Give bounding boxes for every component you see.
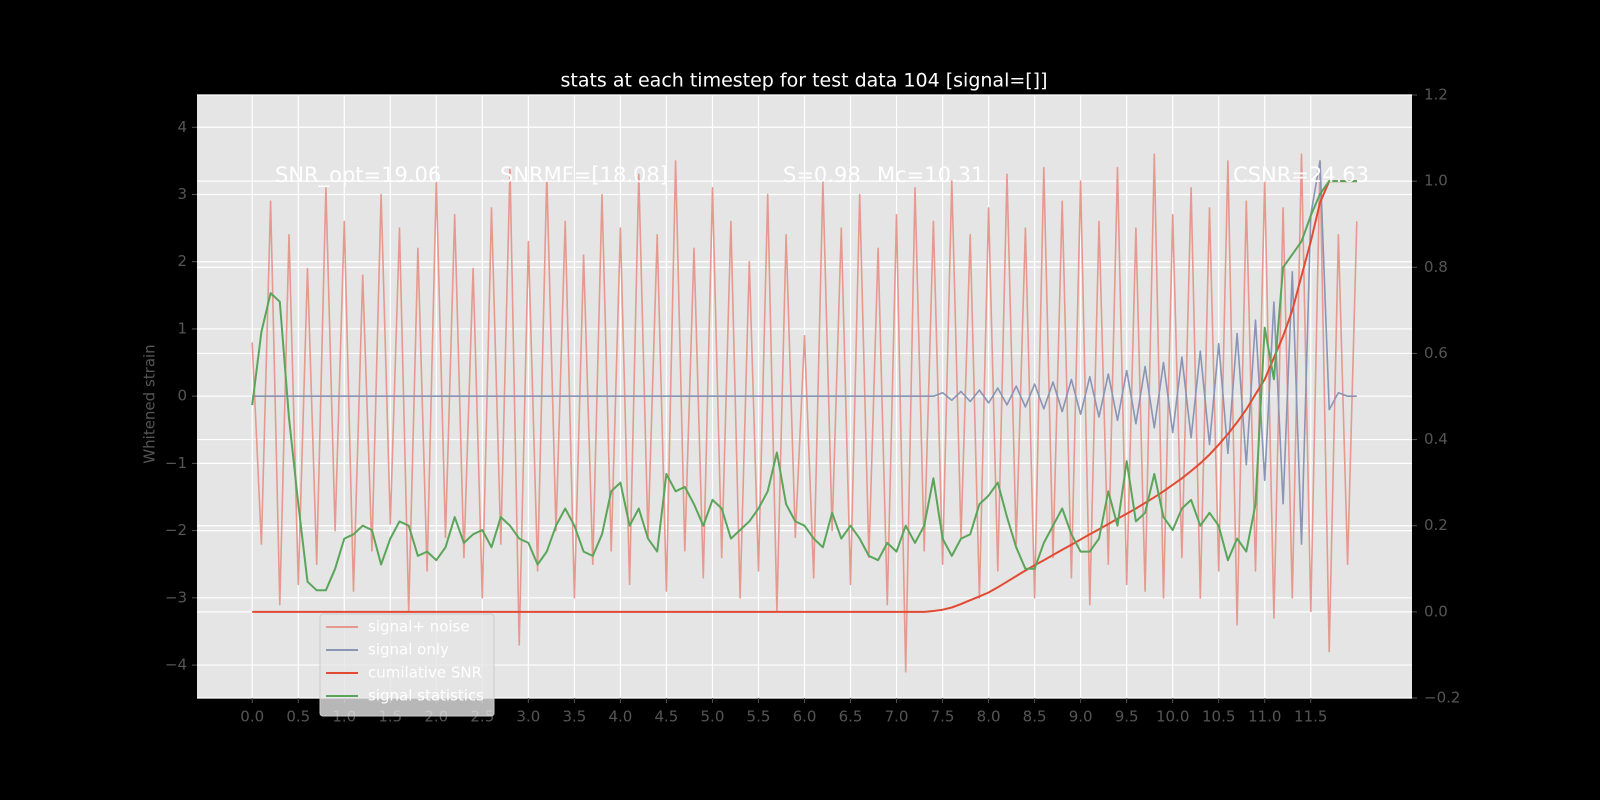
x-tick-label: 5.0 xyxy=(701,708,725,726)
x-tick-label: 9.5 xyxy=(1115,708,1139,726)
series-line xyxy=(252,180,1357,613)
y-tick-label: 0 xyxy=(177,387,187,405)
x-tick-label: 0.0 xyxy=(240,708,264,726)
y-tick-label: 4 xyxy=(177,118,187,136)
x-tick-label: 3.5 xyxy=(562,708,586,726)
x-tick-label: 10.0 xyxy=(1156,708,1189,726)
legend: signal+ noise signal only cumilative SNR si… xyxy=(319,613,495,717)
y2-tick-label: −0.2 xyxy=(1424,689,1460,707)
y-tick-label: −3 xyxy=(165,588,187,606)
y2-tick-label: 0.6 xyxy=(1424,344,1448,362)
x-tick-label: 6.0 xyxy=(793,708,817,726)
x-tick-label: 7.0 xyxy=(885,708,909,726)
series-line xyxy=(251,180,1357,592)
x-tick-label: 6.5 xyxy=(839,708,863,726)
annotation: Mc=10.31 xyxy=(877,163,984,187)
y-tick-label: 2 xyxy=(177,252,187,270)
y2-tick-label: 1.2 xyxy=(1424,86,1448,104)
x-tick-label: 0.5 xyxy=(286,708,310,726)
y-tick-label: 3 xyxy=(177,185,187,203)
x-tick-label: 4.5 xyxy=(655,708,679,726)
legend-label: signal only xyxy=(368,641,449,659)
series-line xyxy=(252,160,1357,545)
annotation: SNRMF=[18.08] xyxy=(500,163,668,187)
y2-tick-label: 0.8 xyxy=(1424,258,1448,276)
y2-tick-label: 1.0 xyxy=(1424,172,1448,190)
x-tick-label: 5.5 xyxy=(747,708,771,726)
x-tick-label: 9.0 xyxy=(1069,708,1093,726)
series-line xyxy=(251,153,1358,673)
x-tick-label: 11.5 xyxy=(1294,708,1327,726)
x-tick-label: 11.0 xyxy=(1248,708,1281,726)
legend-box xyxy=(319,613,495,717)
annotation: S=0.98 xyxy=(783,163,861,187)
y-tick-label: 1 xyxy=(177,319,187,337)
legend-label: signal statistics xyxy=(368,687,484,705)
x-tick-label: 3.0 xyxy=(516,708,540,726)
x-tick-label: 7.5 xyxy=(931,708,955,726)
y-tick-label: −1 xyxy=(165,454,187,472)
y2-tick-label: 0.2 xyxy=(1424,516,1448,534)
y-tick-label: −4 xyxy=(165,656,187,674)
y2-tick-label: 0.0 xyxy=(1424,602,1448,620)
x-tick-label: 10.5 xyxy=(1202,708,1235,726)
y-axis-label: Whitened strain xyxy=(141,344,159,463)
y2-tick-label: 0.4 xyxy=(1424,430,1448,448)
legend-label: signal+ noise xyxy=(368,618,470,636)
x-tick-label: 4.0 xyxy=(608,708,632,726)
chart-title: stats at each timestep for test data 104… xyxy=(560,70,1047,92)
y-tick-label: −2 xyxy=(165,521,187,539)
x-tick-label: 8.0 xyxy=(977,708,1001,726)
legend-label: cumilative SNR xyxy=(368,664,482,682)
x-tick-label: 8.5 xyxy=(1023,708,1047,726)
annotation: SNR_opt=19.06 xyxy=(275,163,441,188)
annotation: CSNR=24.63 xyxy=(1233,163,1369,187)
